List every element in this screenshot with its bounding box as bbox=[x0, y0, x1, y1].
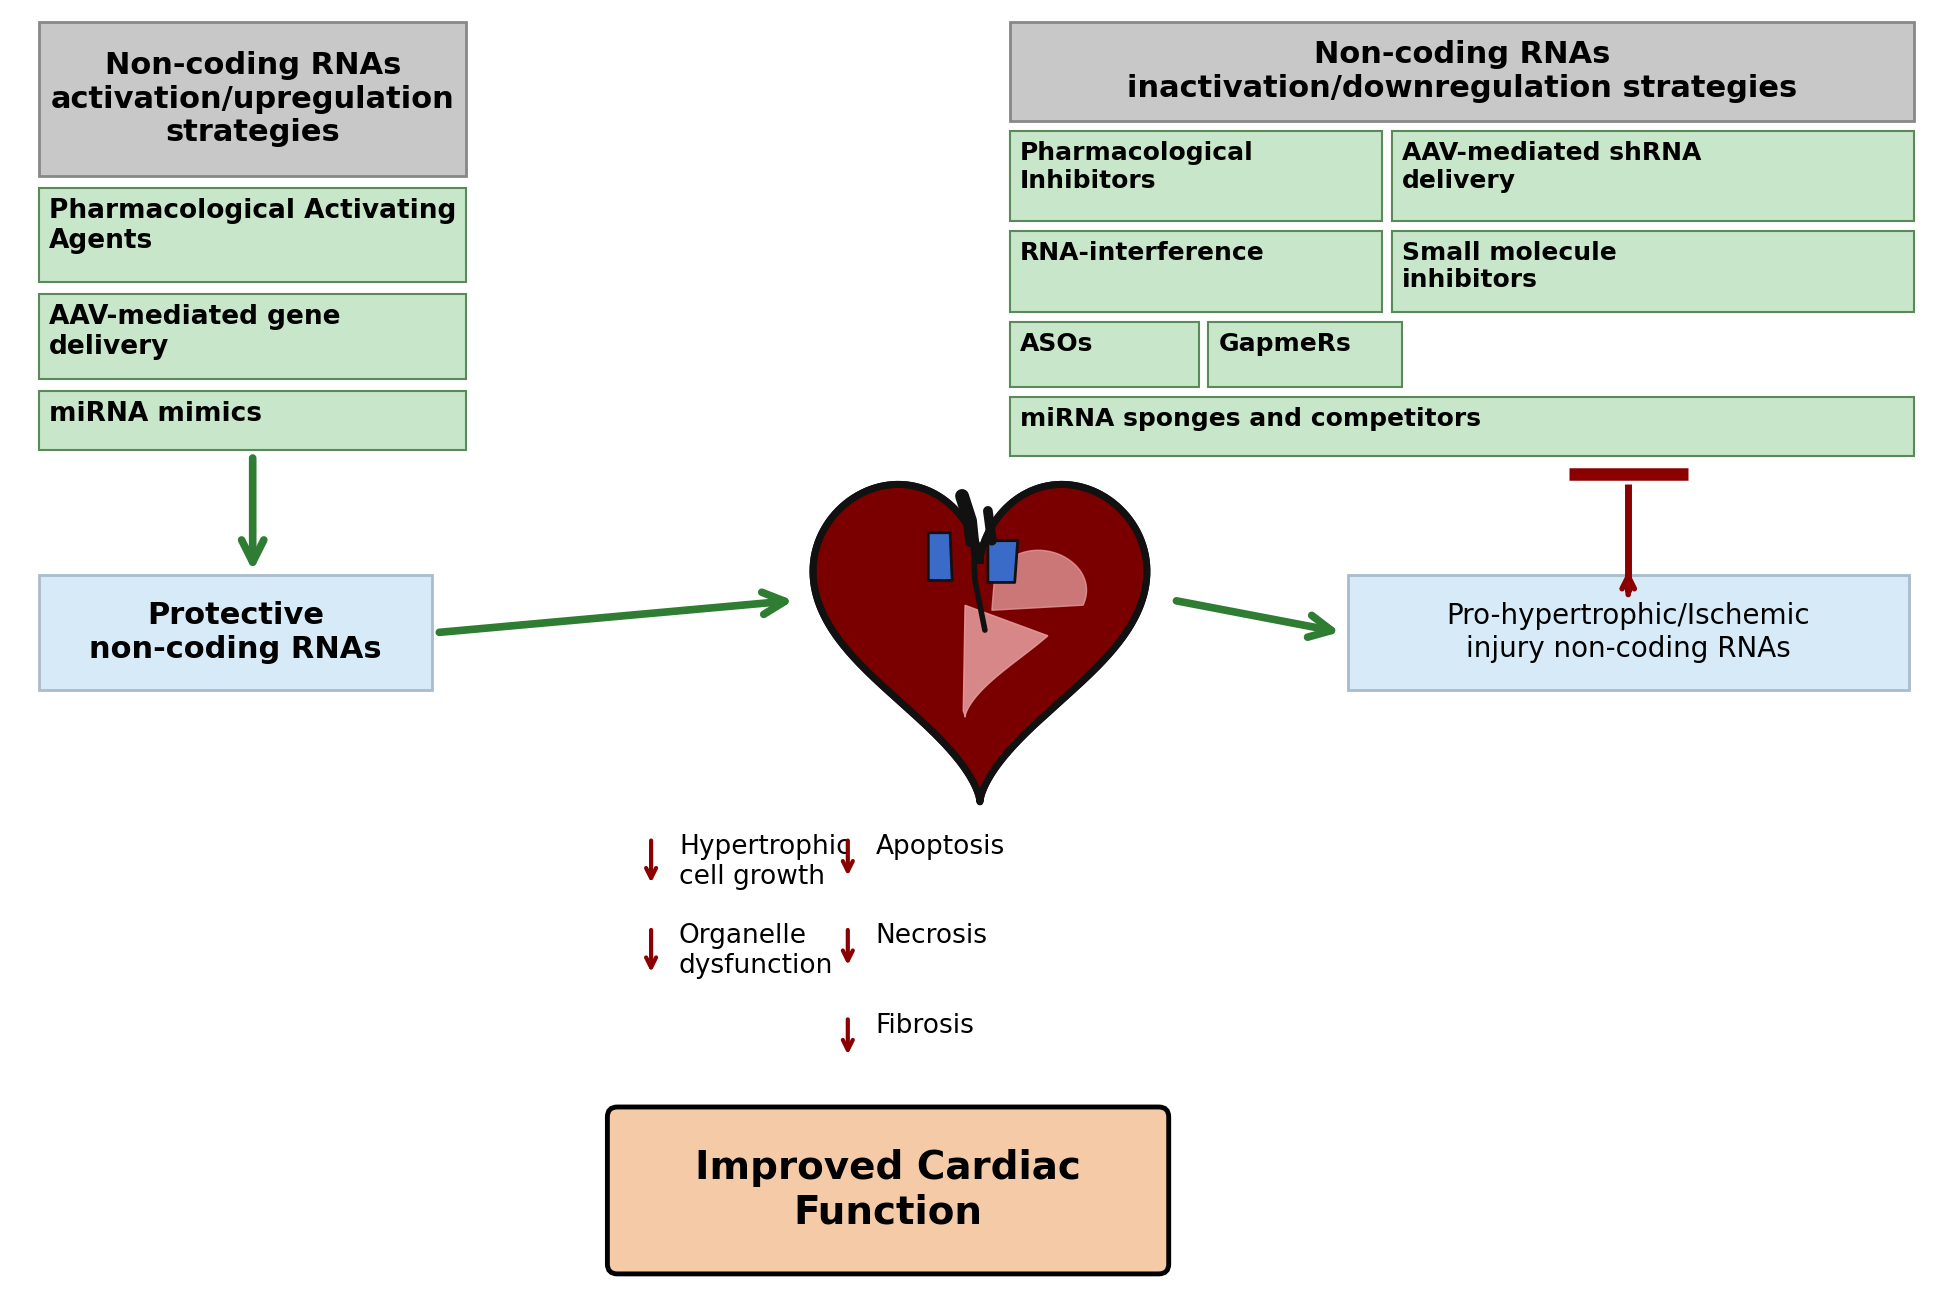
FancyBboxPatch shape bbox=[1010, 22, 1913, 122]
FancyBboxPatch shape bbox=[1347, 575, 1909, 690]
Text: Pharmacological
Inhibitors: Pharmacological Inhibitors bbox=[1020, 141, 1254, 193]
Text: RNA-interference: RNA-interference bbox=[1020, 241, 1264, 264]
Text: Non-coding RNAs
activation/upregulation
strategies: Non-coding RNAs activation/upregulation … bbox=[51, 51, 454, 148]
Text: GapmeRs: GapmeRs bbox=[1219, 332, 1351, 356]
Polygon shape bbox=[993, 550, 1086, 610]
FancyBboxPatch shape bbox=[39, 188, 466, 282]
FancyBboxPatch shape bbox=[1392, 231, 1913, 312]
FancyBboxPatch shape bbox=[1209, 322, 1402, 387]
Text: Apoptosis: Apoptosis bbox=[876, 834, 1004, 860]
Polygon shape bbox=[813, 484, 1147, 802]
FancyBboxPatch shape bbox=[39, 391, 466, 451]
Text: Pro-hypertrophic/Ischemic
injury non-coding RNAs: Pro-hypertrophic/Ischemic injury non-cod… bbox=[1447, 602, 1810, 663]
Text: Necrosis: Necrosis bbox=[876, 923, 987, 949]
Text: Pharmacological Activating
Agents: Pharmacological Activating Agents bbox=[49, 198, 456, 254]
FancyBboxPatch shape bbox=[39, 294, 466, 378]
Text: AAV-mediated gene
delivery: AAV-mediated gene delivery bbox=[49, 304, 341, 360]
FancyBboxPatch shape bbox=[1010, 131, 1383, 220]
Polygon shape bbox=[963, 605, 1047, 717]
Text: Non-coding RNAs
inactivation/downregulation strategies: Non-coding RNAs inactivation/downregulat… bbox=[1127, 40, 1796, 104]
Text: Organelle
dysfunction: Organelle dysfunction bbox=[679, 923, 833, 979]
FancyBboxPatch shape bbox=[1010, 322, 1199, 387]
Text: Small molecule
inhibitors: Small molecule inhibitors bbox=[1402, 241, 1617, 293]
FancyBboxPatch shape bbox=[39, 22, 466, 176]
Text: AAV-mediated shRNA
delivery: AAV-mediated shRNA delivery bbox=[1402, 141, 1702, 193]
Polygon shape bbox=[928, 532, 952, 580]
Text: Hypertrophic
cell growth: Hypertrophic cell growth bbox=[679, 834, 850, 890]
Polygon shape bbox=[989, 541, 1018, 583]
Text: Improved Cardiac
Function: Improved Cardiac Function bbox=[694, 1150, 1080, 1232]
Text: miRNA sponges and competitors: miRNA sponges and competitors bbox=[1020, 407, 1480, 430]
Text: Protective
non-coding RNAs: Protective non-coding RNAs bbox=[90, 601, 382, 664]
FancyBboxPatch shape bbox=[1010, 231, 1383, 312]
FancyBboxPatch shape bbox=[606, 1107, 1168, 1274]
Text: ASOs: ASOs bbox=[1020, 332, 1094, 356]
FancyBboxPatch shape bbox=[1392, 131, 1913, 220]
Text: miRNA mimics: miRNA mimics bbox=[49, 400, 261, 426]
FancyBboxPatch shape bbox=[1010, 396, 1913, 456]
Text: Fibrosis: Fibrosis bbox=[876, 1013, 975, 1039]
FancyBboxPatch shape bbox=[39, 575, 431, 690]
